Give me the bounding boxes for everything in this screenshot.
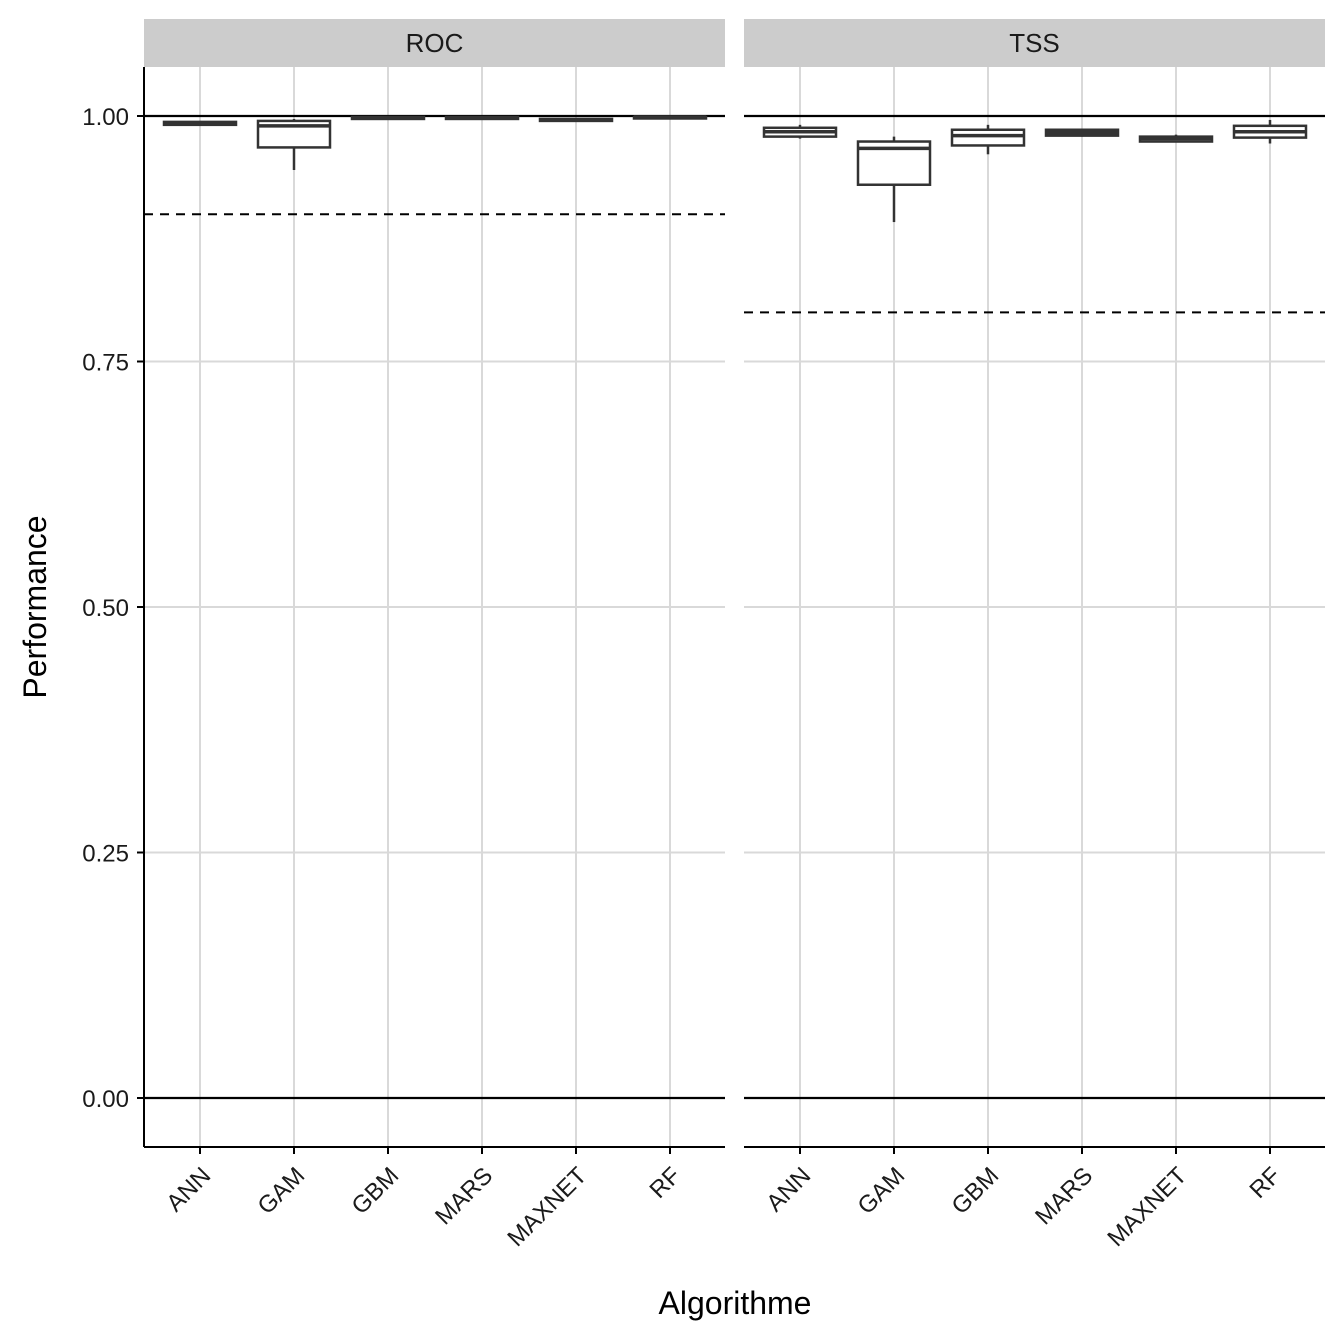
x-tick-label: MARS [1030, 1162, 1098, 1230]
y-tick-label: 0.00 [82, 1086, 129, 1113]
box-maxnet [538, 117, 614, 123]
facet-strip-label: TSS [1009, 28, 1060, 58]
box-ann [162, 120, 238, 127]
y-tick-label: 0.25 [82, 841, 129, 868]
panel-tss: TSS ANN GAM GBM MARS MAXNET RF [744, 19, 1325, 1252]
y-tick-label: 1.00 [82, 104, 129, 131]
box-rf [1232, 119, 1308, 144]
box-iqr [950, 128, 1026, 147]
box-ann [762, 124, 838, 139]
x-tick-label: GAM [252, 1162, 310, 1220]
x-tick-label: ANN [161, 1162, 216, 1217]
y-tick-label: 0.50 [82, 595, 129, 622]
panel-roc: ROC ANN GAM GBM MARS MAXNET RF [143, 19, 725, 1252]
box-mars [444, 115, 520, 121]
x-tick-label: RF [645, 1162, 687, 1204]
x-tick-label: GBM [346, 1162, 404, 1220]
box-gam [856, 136, 932, 223]
box-rf [632, 115, 708, 120]
box-gam [256, 118, 332, 171]
x-tick-label: GAM [852, 1162, 910, 1220]
box-maxnet [1138, 134, 1214, 143]
facet-strip [144, 19, 725, 67]
facet-strip [744, 19, 1325, 67]
x-tick-label: RF [1245, 1162, 1287, 1204]
box-gbm [950, 124, 1026, 155]
x-axis-title: Algorithme [659, 1285, 812, 1321]
x-tick-label: MARS [430, 1162, 498, 1230]
x-tick-label: MAXNET [1102, 1162, 1192, 1252]
x-tick-label: GBM [946, 1162, 1004, 1220]
y-tick-label: 0.75 [82, 350, 129, 377]
x-tick-label: ANN [761, 1162, 816, 1217]
facet-strip-label: ROC [406, 28, 464, 58]
box-gbm [350, 115, 426, 121]
box-mars [1044, 128, 1120, 137]
x-tick-label: MAXNET [502, 1162, 592, 1252]
y-axis-title: Performance [17, 515, 53, 698]
